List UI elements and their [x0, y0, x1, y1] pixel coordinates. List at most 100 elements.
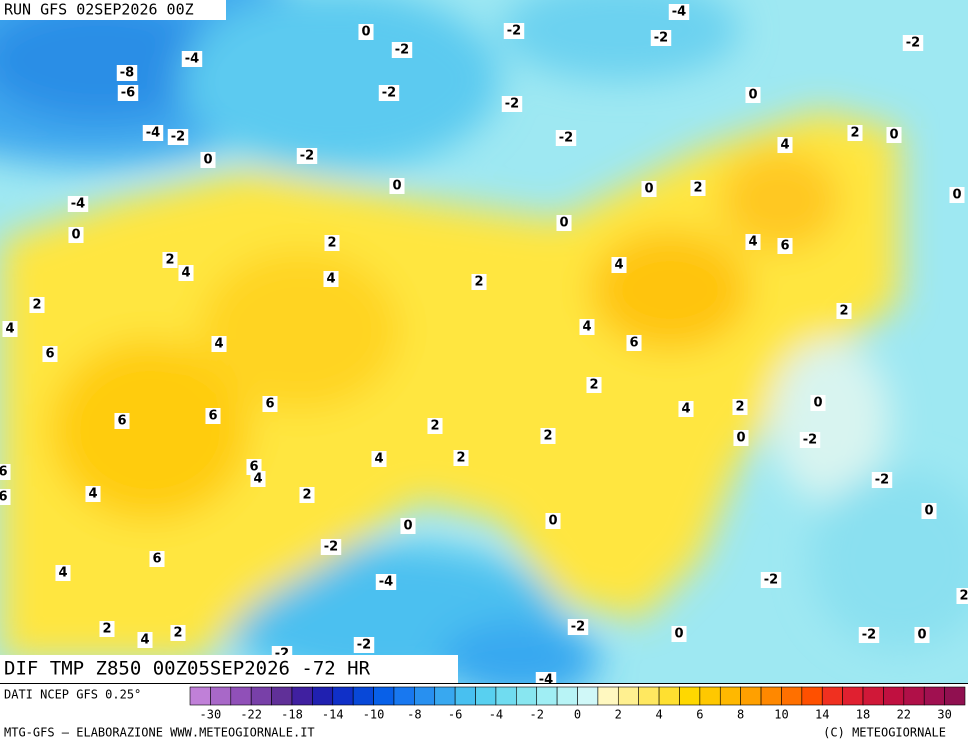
color-swatch [719, 686, 741, 706]
label-box [162, 252, 178, 268]
label-box [760, 572, 782, 588]
label-box [914, 627, 930, 643]
contour-label: 6 [205, 408, 221, 424]
colorbar-tick-label: 2 [615, 708, 622, 722]
contour-label: -2 [296, 148, 318, 164]
label-box [556, 215, 572, 231]
contour-label: 4 [777, 137, 793, 153]
label-box [650, 30, 672, 46]
label-box [471, 274, 487, 290]
colorbar-tick-label: -30 [200, 708, 222, 722]
contour-value: 6 [117, 414, 126, 429]
contour-label: 6 [42, 346, 58, 362]
label-box [956, 588, 968, 604]
contour-value: 6 [0, 490, 8, 505]
contour-value: -2 [559, 131, 573, 146]
contour-value: 2 [474, 275, 483, 290]
map-title: DIF TMP Z850 00Z05SEP2026 -72 HR [4, 658, 371, 680]
label-box [320, 539, 342, 555]
contour-label: -4 [67, 196, 89, 212]
contour-value: 6 [0, 465, 8, 480]
label-box [949, 187, 965, 203]
contour-label: 0 [641, 181, 657, 197]
color-swatch [271, 686, 293, 706]
contour-label: 6 [0, 464, 11, 480]
color-swatch [454, 686, 476, 706]
contour-value: 2 [327, 236, 336, 251]
contour-value: 0 [644, 182, 653, 197]
color-swatch [312, 686, 334, 706]
label-box [29, 297, 45, 313]
color-swatch [862, 686, 884, 706]
label-box [353, 637, 375, 653]
label-box [678, 401, 694, 417]
contour-label: -2 [871, 472, 893, 488]
color-swatch [434, 686, 456, 706]
color-swatch [597, 686, 619, 706]
label-box [567, 619, 589, 635]
contour-value: -4 [71, 197, 85, 212]
contour-value: -2 [505, 97, 519, 112]
label-box [745, 87, 761, 103]
label-box [690, 180, 706, 196]
color-swatch [556, 686, 578, 706]
contour-value: 0 [548, 514, 557, 529]
contour-value: 0 [71, 228, 80, 243]
contour-label: 4 [55, 565, 71, 581]
label-box [375, 574, 397, 590]
colorbar-tick-label: 10 [774, 708, 788, 722]
contour-label: -2 [902, 35, 924, 51]
contour-label: -2 [378, 85, 400, 101]
colorbar-tick-label: -8 [407, 708, 421, 722]
contour-label: -8 [116, 65, 138, 81]
contour-label: 0 [810, 395, 826, 411]
contour-value: -2 [171, 130, 185, 145]
title-box [0, 655, 458, 683]
contour-value: -4 [185, 52, 199, 67]
colorbar-tick-label: 8 [737, 708, 744, 722]
contour-value: 0 [392, 179, 401, 194]
color-swatch [332, 686, 354, 706]
contour-value: 4 [582, 320, 591, 335]
colorbar-tick-label: -18 [281, 708, 303, 722]
contour-value: -2 [654, 31, 668, 46]
color-swatch [740, 686, 762, 706]
label-box [178, 265, 194, 281]
label-box [0, 464, 11, 480]
contour-label: -4 [535, 672, 557, 683]
label-box [296, 148, 318, 164]
color-swatch [638, 686, 660, 706]
label-box [871, 472, 893, 488]
contour-label: 2 [29, 297, 45, 313]
contour-value: 2 [543, 429, 552, 444]
contour-value: -6 [121, 86, 135, 101]
contour-value: 2 [430, 419, 439, 434]
contour-value: -2 [571, 620, 585, 635]
contour-value: 0 [674, 627, 683, 642]
label-box [371, 451, 387, 467]
contour-value: 0 [403, 519, 412, 534]
label-box [200, 152, 216, 168]
footer-left: MTG-GFS — ELABORAZIONE WWW.METEOGIORNALE… [4, 726, 315, 740]
label-box [99, 621, 115, 637]
contour-label: 0 [886, 127, 902, 143]
contour-value: -8 [120, 66, 134, 81]
contour-value: 4 [214, 337, 223, 352]
contour-value: 4 [326, 272, 335, 287]
contour-value: 2 [165, 253, 174, 268]
color-swatch [516, 686, 538, 706]
label-box [116, 65, 138, 81]
contour-label: 4 [178, 265, 194, 281]
contour-value: 0 [748, 88, 757, 103]
colorbar-tick-label: 18 [856, 708, 870, 722]
label-box [391, 42, 413, 58]
contour-label: 2 [453, 450, 469, 466]
contour-label: 4 [371, 451, 387, 467]
contour-value: 4 [181, 266, 190, 281]
contour-label: 4 [211, 336, 227, 352]
contour-value: 4 [374, 452, 383, 467]
contour-label: -6 [117, 85, 139, 101]
contour-value: 2 [693, 181, 702, 196]
contour-value: 4 [58, 566, 67, 581]
